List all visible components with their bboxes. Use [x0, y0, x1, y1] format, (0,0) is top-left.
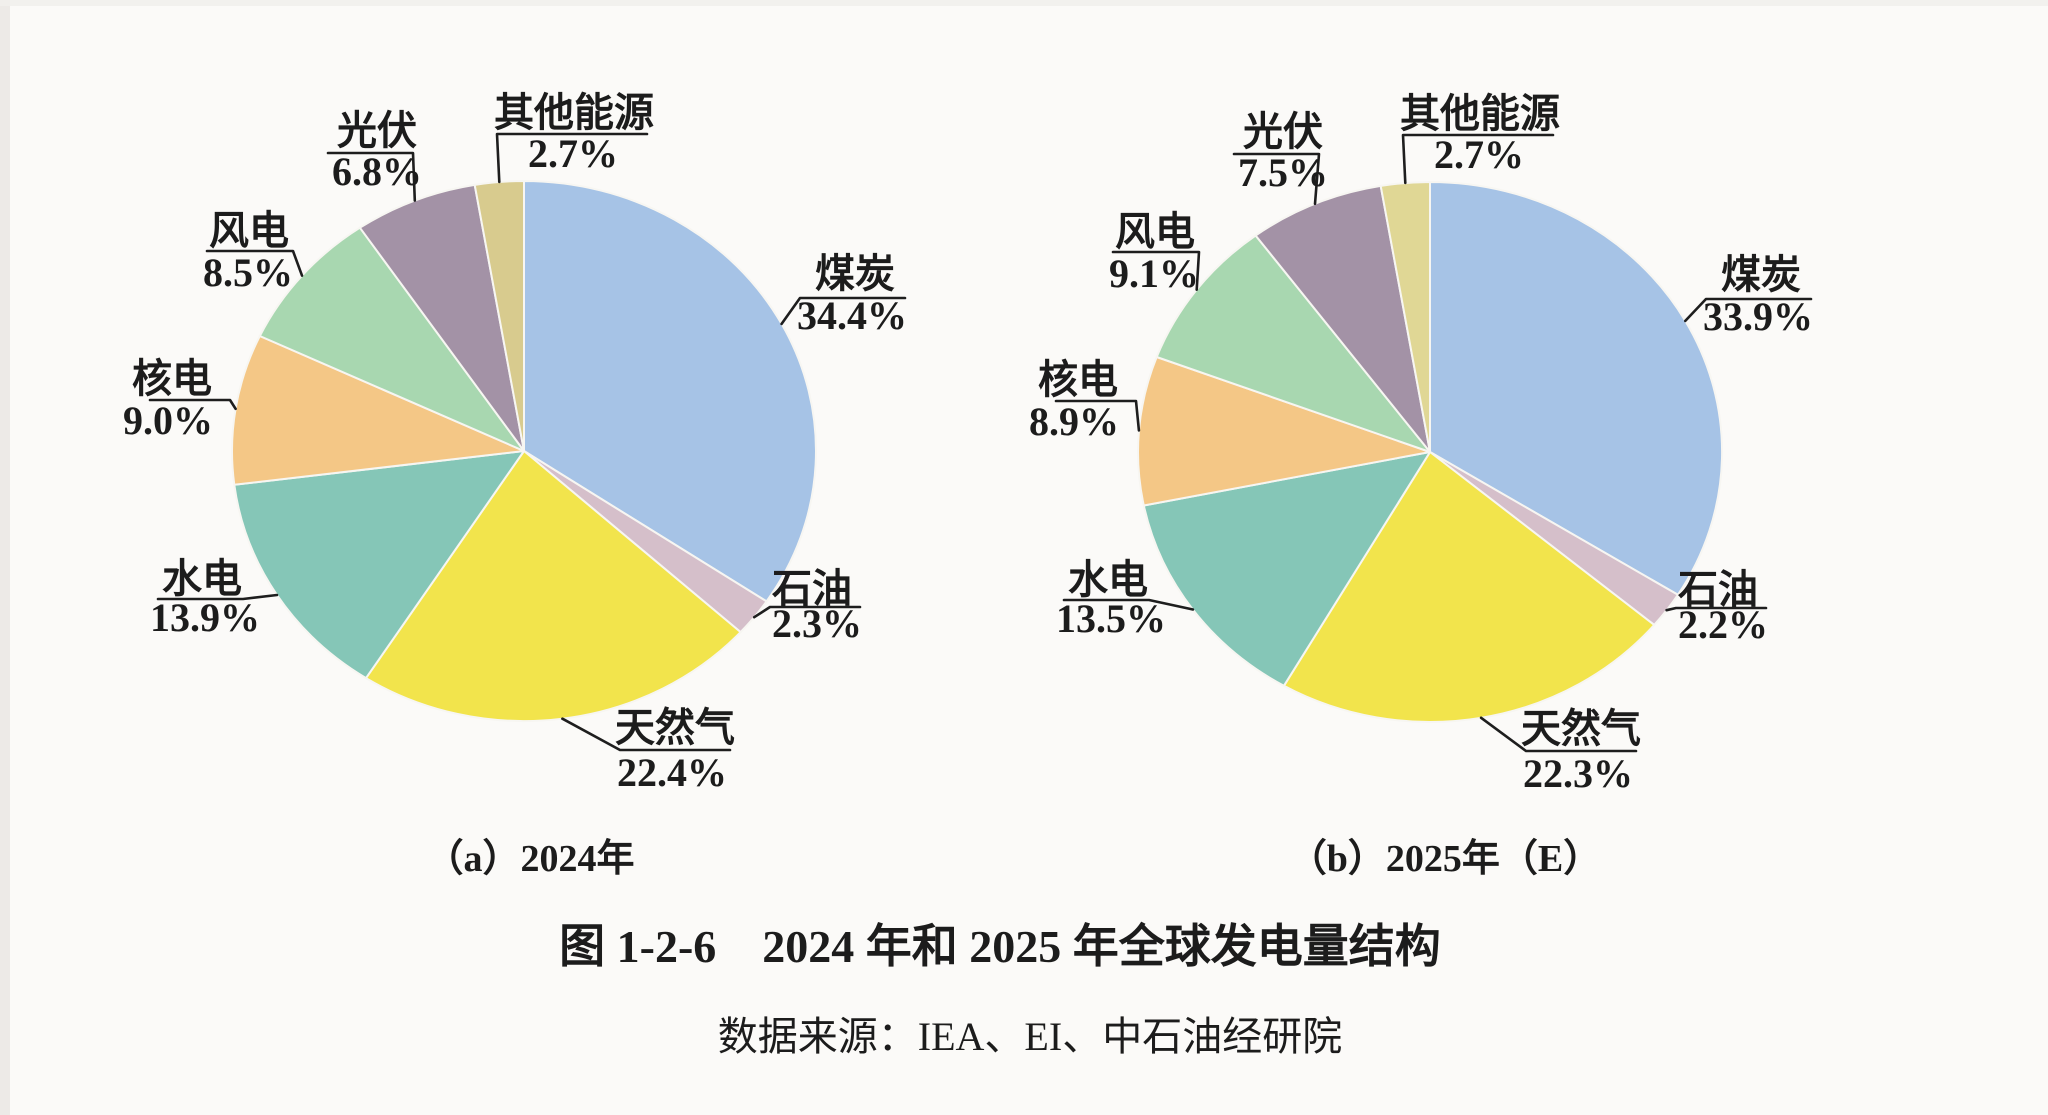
slice-percent: 13.9% — [150, 595, 260, 640]
slice-percent: 33.9% — [1703, 294, 1813, 339]
slice-percent: 13.5% — [1056, 596, 1166, 641]
slice-percent: 9.1% — [1109, 251, 1199, 296]
slice-percent: 8.5% — [203, 250, 293, 295]
label-leader-line — [1479, 716, 1638, 753]
label-leader-line — [495, 132, 649, 184]
slice-label: 风电 — [1115, 209, 1195, 254]
slice-label: 光伏 — [1243, 109, 1323, 154]
slice-label: 水电 — [162, 556, 242, 601]
chart-caption: （b）2025年（E） — [1289, 838, 1601, 880]
slice-percent: 9.0% — [123, 398, 213, 443]
slice-percent: 8.9% — [1029, 399, 1119, 444]
figure-title: 图 1-2-6 2024 年和 2025 年全球发电量结构 — [559, 921, 1441, 972]
slice-label: 核电 — [1038, 357, 1118, 402]
slice-label: 其他能源 — [1400, 91, 1560, 136]
slice-label: 其他能源 — [494, 90, 654, 135]
label-leader-line — [326, 151, 417, 202]
slice-label: 煤炭 — [815, 251, 895, 296]
slice-label: 风电 — [209, 208, 289, 253]
slice-label: 天然气 — [615, 705, 735, 750]
label-leader-line — [205, 249, 304, 277]
label-leader-line — [1684, 297, 1813, 323]
label-leader-line — [148, 398, 237, 411]
label-leader-line — [1401, 133, 1555, 185]
label-leader-line — [1232, 152, 1321, 206]
slice-percent: 22.4% — [617, 750, 727, 795]
label-leader-line — [561, 717, 732, 752]
slice-percent: 22.3% — [1523, 751, 1633, 796]
label-leader-line — [1111, 250, 1201, 292]
slice-label: 水电 — [1068, 557, 1148, 602]
slice-percent: 2.7% — [1434, 132, 1524, 177]
slice-label: 核电 — [132, 356, 212, 401]
label-leader-line — [156, 593, 279, 601]
slice-percent: 6.8% — [332, 149, 422, 194]
label-leader-line — [780, 296, 907, 326]
slice-percent: 2.2% — [1678, 602, 1768, 647]
pie-charts-group: 煤炭34.4%石油2.3%天然气22.4%水电13.9%核电9.0%风电8.5%… — [123, 90, 1813, 880]
slice-percent: 2.3% — [772, 601, 862, 646]
slice-label: 石油 — [772, 566, 852, 611]
slice-percent: 2.7% — [528, 131, 618, 176]
label-leader-line — [1665, 606, 1768, 612]
slice-label: 煤炭 — [1721, 252, 1801, 297]
slice-label: 天然气 — [1521, 706, 1641, 751]
slice-label: 石油 — [1678, 567, 1758, 612]
slice-percent: 7.5% — [1238, 150, 1328, 195]
label-leader-line — [1062, 598, 1195, 611]
slice-percent: 34.4% — [797, 293, 907, 338]
chart-caption: （a）2024年 — [425, 838, 634, 880]
label-leader-line — [1054, 399, 1141, 432]
slice-label: 光伏 — [337, 108, 417, 153]
data-source: 数据来源：IEA、EI、中石油经研院 — [718, 1014, 1342, 1059]
label-leader-line — [752, 605, 862, 619]
